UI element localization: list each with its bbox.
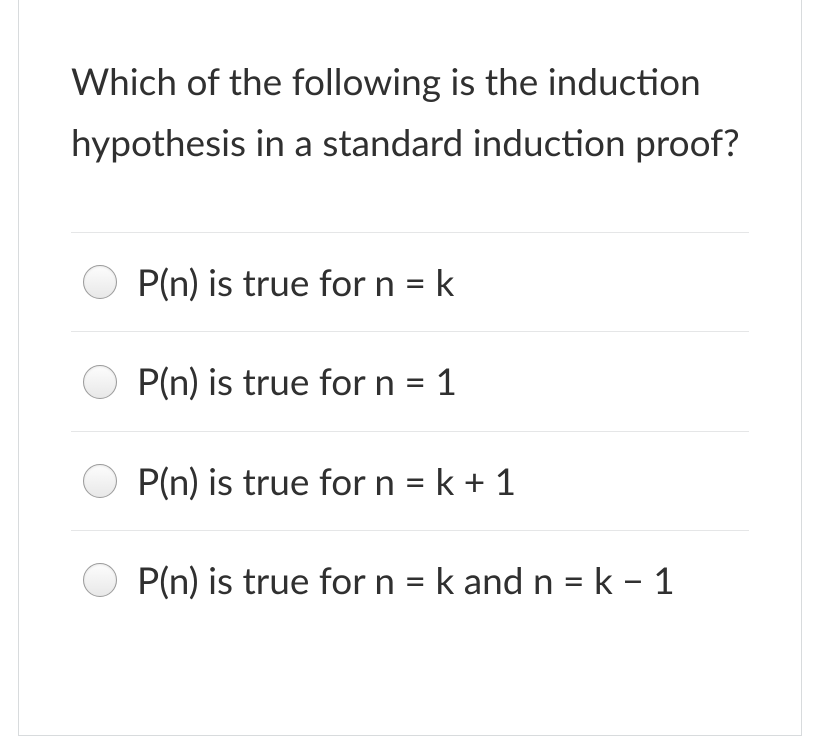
option-label: P(n) is true for n = k + 1 bbox=[137, 459, 516, 503]
radio-icon[interactable] bbox=[83, 265, 117, 299]
option-row[interactable]: P(n) is true for n = k bbox=[71, 233, 749, 332]
radio-icon[interactable] bbox=[83, 365, 117, 399]
question-text: Which of the following is the induction … bbox=[71, 50, 749, 172]
option-row[interactable]: P(n) is true for n = k and n = k − 1 bbox=[71, 531, 749, 629]
option-label: P(n) is true for n = 1 bbox=[137, 359, 457, 403]
option-label: P(n) is true for n = k and n = k − 1 bbox=[137, 558, 675, 602]
question-card: Which of the following is the induction … bbox=[18, 0, 802, 736]
option-row[interactable]: P(n) is true for n = k + 1 bbox=[71, 432, 749, 531]
option-label: P(n) is true for n = k bbox=[137, 260, 454, 304]
radio-icon[interactable] bbox=[83, 563, 117, 597]
options-list: P(n) is true for n = k P(n) is true for … bbox=[71, 232, 749, 630]
option-row[interactable]: P(n) is true for n = 1 bbox=[71, 332, 749, 431]
radio-icon[interactable] bbox=[83, 464, 117, 498]
